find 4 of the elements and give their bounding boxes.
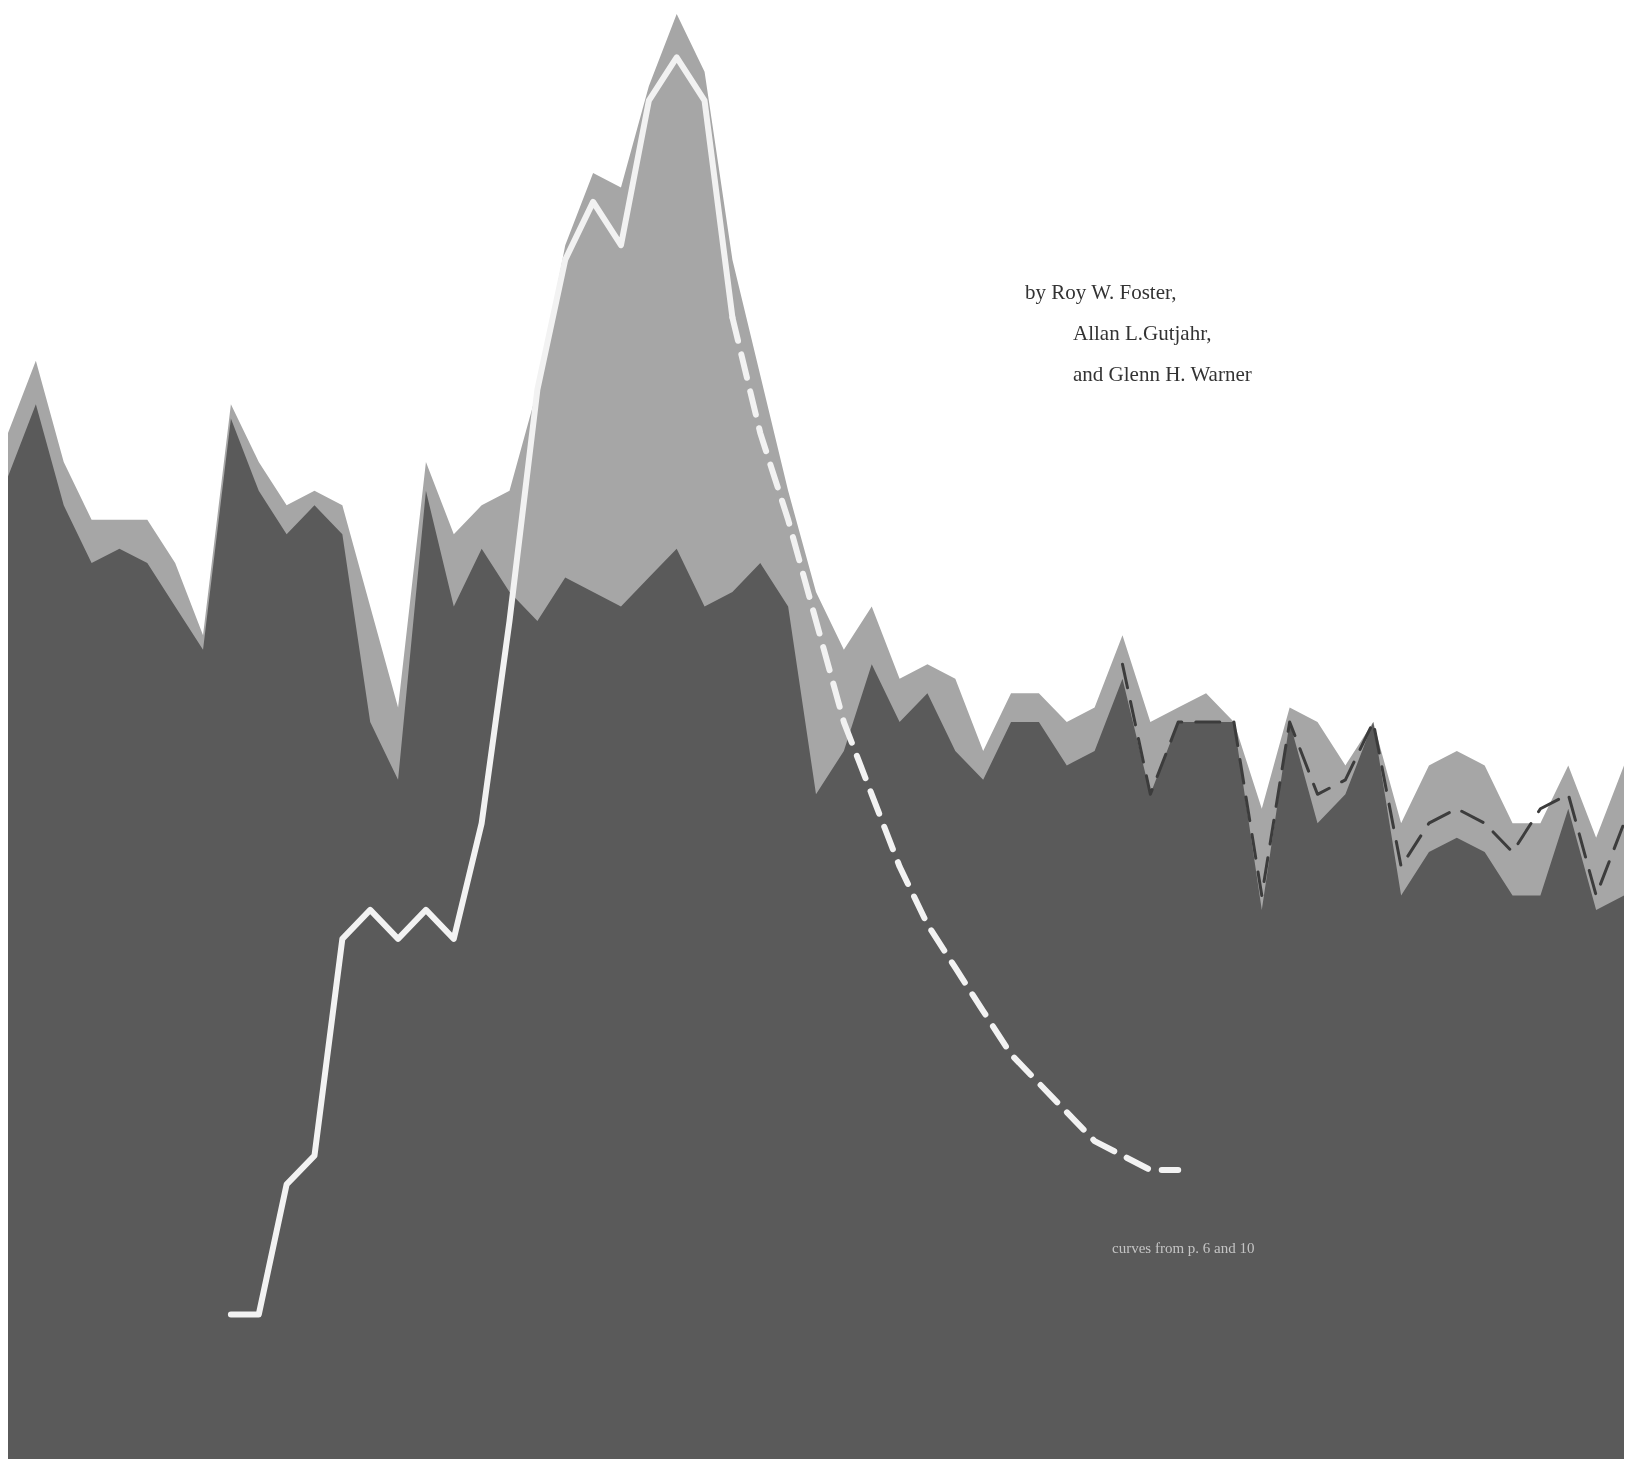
annotation: Allan L.Gutjahr, xyxy=(1073,321,1212,346)
annotation: by Roy W. Foster, xyxy=(1025,280,1177,305)
annotation: and Glenn H. Warner xyxy=(1073,362,1252,387)
annotation: curves from p. 6 and 10 xyxy=(1112,1240,1255,1257)
